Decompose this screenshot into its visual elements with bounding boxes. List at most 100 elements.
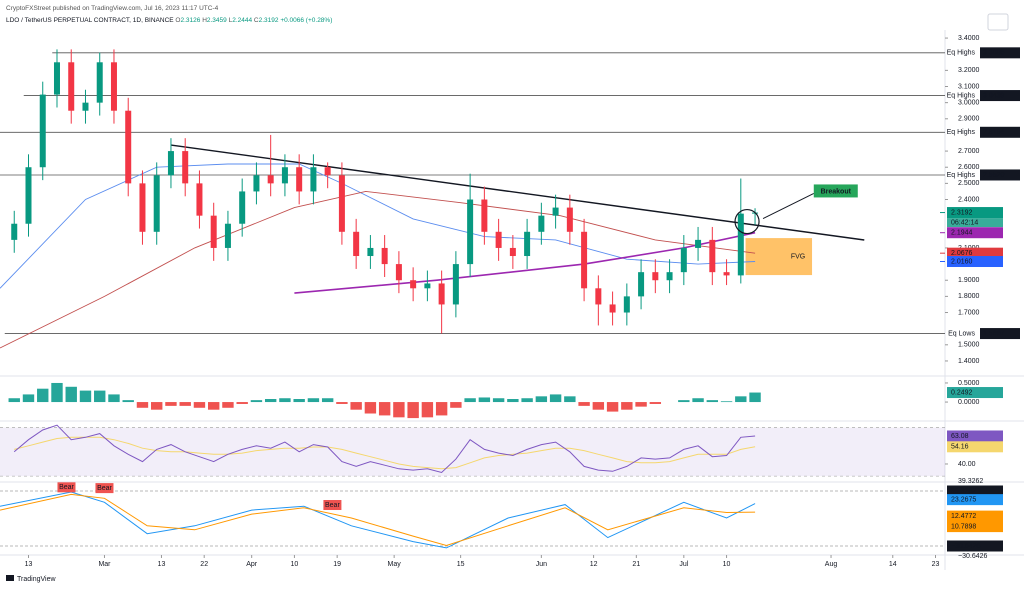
candle-body: [239, 191, 246, 224]
published: CryptoFXStreet published on TradingView.…: [6, 5, 219, 12]
x-tick-label: May: [388, 561, 402, 568]
price-badge: [947, 247, 1003, 259]
macd-bar: [507, 399, 519, 403]
y-tick-label: 1.8000: [958, 293, 980, 300]
breakout-arrow: [762, 192, 815, 220]
candle-body: [367, 247, 374, 257]
candle-body: [410, 280, 417, 289]
candle-body: [338, 175, 345, 232]
wave-badge: [947, 485, 1003, 497]
macd-bar: [649, 402, 662, 404]
y-tick-label: 1.4000: [958, 358, 980, 365]
candle-body: [395, 264, 402, 281]
candle-body: [196, 183, 203, 216]
tv-logo: [6, 575, 14, 581]
macd-bar: [706, 400, 719, 403]
macd-bar: [122, 400, 134, 403]
rsi-badge-label: 63.08: [951, 433, 969, 440]
y-tick-label: 3.0000: [958, 99, 980, 106]
price-badge-label: 2.1944: [951, 230, 973, 237]
x-tick-label: 12: [590, 561, 598, 568]
candle-body: [652, 272, 659, 281]
macd-bar: [720, 401, 733, 403]
macd-bar: [222, 402, 234, 408]
macd-bar: [492, 398, 505, 403]
wave-badge-label: 39.3262: [951, 488, 976, 495]
x-tick-label: 13: [158, 561, 166, 568]
level-badge: [980, 328, 1020, 340]
candle-body: [723, 272, 730, 276]
candle-body: [481, 199, 488, 232]
signal-label: Bear: [325, 502, 340, 509]
trendline: [170, 144, 865, 241]
x-tick-label: Jun: [536, 561, 547, 568]
x-tick-label: 19: [333, 561, 341, 568]
macd-bar: [364, 402, 377, 414]
ohlc: O2.3126 H2.3459 L2.2444 C2.3192: [175, 17, 280, 24]
macd-badge: [947, 387, 1003, 399]
x-tick-label: 21: [632, 561, 640, 568]
price-badge-label: 2.3192: [951, 209, 973, 216]
rsi-line: [13, 424, 756, 474]
candle-body: [253, 175, 260, 192]
level-name: Eq Lows: [948, 330, 975, 337]
candle-body: [310, 167, 317, 192]
macd-bar: [735, 396, 747, 403]
y-tick-label: 2.6000: [958, 164, 980, 171]
y-tick-label: 1.5000: [958, 342, 980, 349]
countdown-badge: [947, 218, 1003, 228]
macd-bar: [307, 398, 320, 403]
macd-bar: [207, 402, 220, 410]
macd-bar: [564, 396, 576, 403]
wave-series-badge-label: 12.4772: [951, 513, 976, 520]
x-tick-label: 22: [200, 561, 208, 568]
macd-bar: [79, 390, 92, 403]
countdown: 06:42:14: [951, 219, 978, 226]
signal-box: [323, 500, 342, 511]
candle-body: [595, 288, 602, 305]
level-name: Eq Highs: [947, 172, 976, 179]
macd-bar: [635, 402, 647, 407]
candle-body: [581, 231, 588, 289]
candle-body: [53, 62, 60, 95]
macd-bar: [692, 398, 704, 403]
macd-bar: [621, 402, 633, 410]
y-tick-label: 2.7000: [958, 148, 980, 155]
ohlc-label: L: [228, 17, 233, 24]
macd-bar: [393, 402, 405, 418]
candle-body: [139, 183, 146, 232]
symbol-line: LDO / TetherUS PERPETUAL CONTRACT, 1D, B…: [6, 15, 332, 27]
rsi-band: [0, 427, 945, 477]
signal-box: [57, 482, 76, 493]
candle-body: [467, 199, 474, 265]
y-tick-label: 0.0000: [958, 399, 980, 406]
x-tick-label: Apr: [246, 561, 258, 568]
macd-bar: [8, 398, 20, 403]
x-tick-label: 23: [932, 561, 940, 568]
macd-bar: [435, 402, 448, 416]
candle-body: [680, 247, 687, 273]
candle-body: [267, 175, 274, 184]
wave-line: [0, 493, 756, 547]
level-name: Eq Highs: [947, 50, 976, 57]
y-tick-label: 2.9000: [958, 116, 980, 123]
x-tick-label: 14: [889, 561, 897, 568]
y-tick-label: 2.4000: [958, 196, 980, 203]
footer: TradingView: [17, 576, 56, 583]
rsi-ma-badge: [947, 441, 1003, 453]
candle-body: [666, 272, 673, 281]
candle-body: [281, 167, 288, 184]
macd-bar: [321, 398, 334, 403]
candle-body: [566, 207, 573, 232]
wave-series-badge-label: 23.2675: [951, 496, 976, 503]
wave-badge: [947, 540, 1003, 552]
symbol: LDO / TetherUS PERPETUAL CONTRACT, 1D, B…: [6, 17, 174, 24]
macd-bar: [521, 398, 533, 403]
candle-body: [153, 175, 160, 232]
x-tick-label: Mar: [98, 561, 111, 568]
y-tick-label: 0.5000: [958, 380, 980, 387]
macd-bar: [236, 402, 248, 404]
level-badge-label: 3.0439: [983, 92, 1005, 99]
candle-body: [11, 223, 18, 240]
macd-bar: [264, 399, 277, 403]
